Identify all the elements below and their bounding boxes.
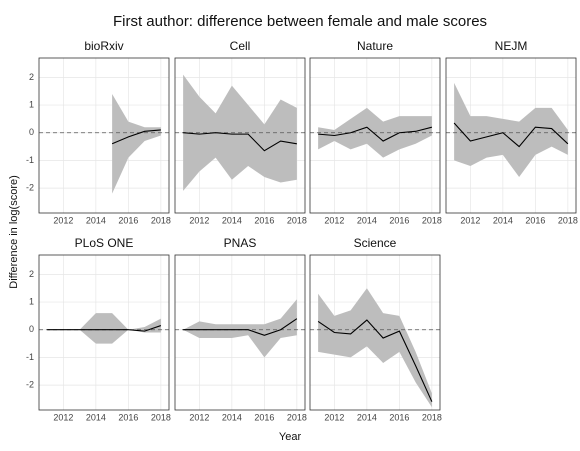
x-tick-label: 2016 <box>389 215 409 225</box>
x-tick-label: 2012 <box>53 215 73 225</box>
x-tick-label: 2018 <box>558 215 578 225</box>
line <box>183 318 298 336</box>
chart-title: First author: difference between female … <box>113 13 487 30</box>
x-tick-label: 2016 <box>118 215 138 225</box>
confidence-band <box>183 299 297 358</box>
y-tick-label: -1 <box>26 352 34 362</box>
panel-border <box>309 254 441 411</box>
x-tick-label: 2014 <box>357 215 377 225</box>
panel-border <box>174 57 306 214</box>
y-tick-label: 0 <box>29 127 34 137</box>
line <box>317 319 433 402</box>
panel-border <box>445 57 577 214</box>
x-tick-label: 2016 <box>254 412 274 422</box>
line <box>47 325 162 332</box>
y-tick-label: 2 <box>29 72 34 82</box>
y-tick-label: -1 <box>26 155 34 165</box>
x-tick-label: 2018 <box>287 215 307 225</box>
y-tick-label: -2 <box>26 182 34 192</box>
panel-title: bioRxiv <box>84 39 123 53</box>
x-tick-label: 2014 <box>222 215 242 225</box>
panel-title: Science <box>354 236 397 250</box>
x-tick-label: 2018 <box>422 215 442 225</box>
y-tick-label: 0 <box>29 324 34 334</box>
panel-border <box>309 57 441 214</box>
y-tick-label: 1 <box>29 99 34 109</box>
confidence-band <box>454 82 568 178</box>
x-tick-label: 2012 <box>324 412 344 422</box>
y-tick-label: -2 <box>26 379 34 389</box>
panel-title: Cell <box>230 39 251 53</box>
x-tick-label: 2014 <box>86 412 106 422</box>
panel-title: Nature <box>357 39 393 53</box>
x-tick-label: 2014 <box>222 412 242 422</box>
confidence-band <box>318 288 432 408</box>
x-tick-label: 2018 <box>151 215 171 225</box>
line <box>318 126 433 142</box>
x-tick-label: 2014 <box>493 215 513 225</box>
panel-border <box>174 254 306 411</box>
confidence-band <box>112 93 161 194</box>
x-tick-label: 2012 <box>189 215 209 225</box>
y-tick-label: 2 <box>29 269 34 279</box>
line <box>453 122 569 148</box>
x-tick-label: 2018 <box>287 412 307 422</box>
x-tick-label: 2012 <box>53 412 73 422</box>
x-tick-label: 2018 <box>151 412 171 422</box>
x-tick-label: 2016 <box>254 215 274 225</box>
x-tick-label: 2012 <box>189 412 209 422</box>
x-tick-label: 2012 <box>460 215 480 225</box>
x-axis-label: Year <box>279 431 302 443</box>
panel-border <box>38 57 170 214</box>
x-tick-label: 2018 <box>422 412 442 422</box>
y-tick-label: 1 <box>29 296 34 306</box>
x-tick-label: 2016 <box>389 412 409 422</box>
panel-title: PLoS ONE <box>75 236 134 250</box>
line <box>111 129 161 145</box>
panel-title: PNAS <box>224 236 257 250</box>
panel-border <box>38 254 170 411</box>
line <box>183 132 297 152</box>
y-axis-label: Difference in log(score) <box>8 175 20 289</box>
x-tick-label: 2014 <box>357 412 377 422</box>
x-tick-label: 2014 <box>86 215 106 225</box>
panel-title: NEJM <box>495 39 528 53</box>
x-tick-label: 2016 <box>525 215 545 225</box>
x-tick-label: 2016 <box>118 412 138 422</box>
x-tick-label: 2012 <box>324 215 344 225</box>
confidence-band <box>47 313 161 344</box>
